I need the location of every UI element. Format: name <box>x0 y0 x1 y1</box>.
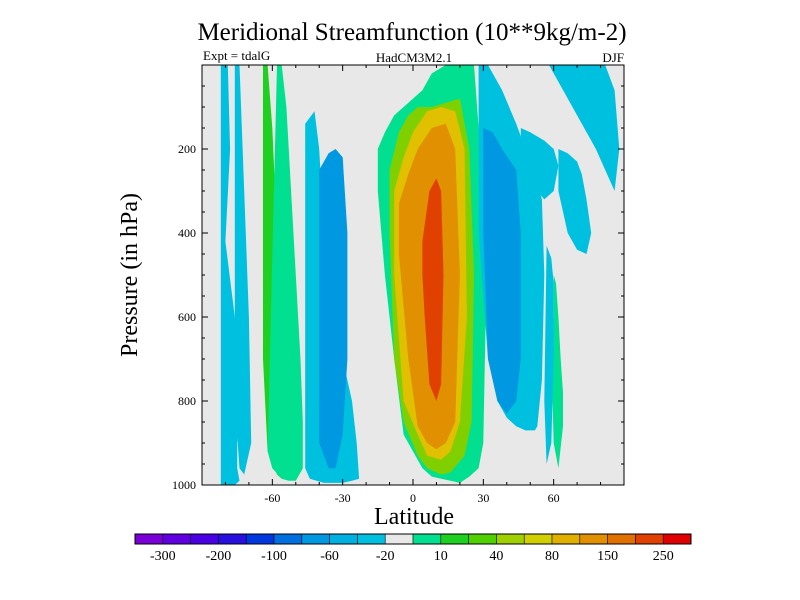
nh-high-lat-cell <box>551 275 563 469</box>
colorbar-swatch <box>412 533 442 545</box>
nh-arctic-cell <box>520 128 559 200</box>
y-axis-label: Pressure (in hPa) <box>117 193 143 357</box>
colorbar-swatch <box>190 533 219 545</box>
season-label: DJF <box>602 50 624 65</box>
y-axis-ticks: 200 400 600 800 1000 <box>172 85 624 492</box>
colorbar-label: 250 <box>653 549 674 564</box>
contour-regions <box>220 65 620 485</box>
colorbar-swatch <box>134 533 164 545</box>
x-axis-ticks: -60 -30 0 30 60 <box>224 65 602 505</box>
colorbar-swatch <box>607 533 636 545</box>
colorbar-swatch <box>468 533 497 545</box>
colorbar-swatch <box>329 533 358 545</box>
colorbar-swatch <box>162 533 192 545</box>
colorbar-label: -20 <box>376 549 395 564</box>
colorbar-swatch <box>245 533 275 545</box>
nh-hadley-cell <box>422 178 444 401</box>
colorbar-swatch <box>635 533 664 545</box>
colorbar-swatch <box>551 533 581 545</box>
x-axis-label: Latitude <box>374 504 454 530</box>
x-tick-label: -30 <box>335 491 351 505</box>
x-tick-label: 60 <box>548 491 560 505</box>
nh-high-lat-cell <box>544 245 554 464</box>
x-tick-label: 30 <box>477 491 489 505</box>
chart-title: Meridional Streamfunction (10**9kg/m-2) <box>197 19 626 46</box>
y-tick-label: 600 <box>178 310 196 324</box>
colorbar-swatch <box>301 533 331 545</box>
colorbar-swatch <box>496 533 525 545</box>
colorbar-swatch <box>357 533 386 545</box>
colorbar-swatch <box>273 533 303 545</box>
colorbar-swatch <box>384 533 414 545</box>
colorbar-label: 150 <box>597 549 618 564</box>
sh-hadley-cell <box>319 149 348 469</box>
sh-ferrel-cell <box>267 65 303 481</box>
nh-ferrel-cell <box>483 128 521 414</box>
colorbar-swatch <box>579 533 609 545</box>
y-tick-label: 400 <box>178 226 196 240</box>
sh-outer-cell <box>234 65 252 475</box>
nh-polar-region <box>549 65 620 191</box>
sh-hadley-cell <box>305 111 360 483</box>
colorbar: -300 -200 -100 -60 -20 10 40 80 150 250 <box>134 533 692 564</box>
colorbar-label: -200 <box>206 549 232 564</box>
x-tick-label: -60 <box>264 491 280 505</box>
colorbar-label: -300 <box>150 549 176 564</box>
colorbar-label: 10 <box>434 549 448 564</box>
y-tick-label: 1000 <box>172 478 196 492</box>
colorbar-frame <box>134 533 692 545</box>
model-label: HadCM3M2.1 <box>376 50 452 65</box>
colorbar-swatch <box>440 533 470 545</box>
colorbar-label: 80 <box>545 549 559 564</box>
colorbar-swatch <box>662 533 692 545</box>
colorbar-label: -100 <box>261 549 287 564</box>
y-tick-label: 200 <box>178 142 196 156</box>
colorbar-swatch <box>523 533 553 545</box>
y-tick-label: 800 <box>178 394 196 408</box>
nh-polar-region <box>558 149 592 254</box>
x-tick-label: 0 <box>410 491 416 505</box>
colorbar-label: 40 <box>489 549 503 564</box>
colorbar-swatch <box>218 533 247 545</box>
experiment-label: Expt = tdalG <box>203 48 270 63</box>
colorbar-label: -60 <box>320 549 339 564</box>
